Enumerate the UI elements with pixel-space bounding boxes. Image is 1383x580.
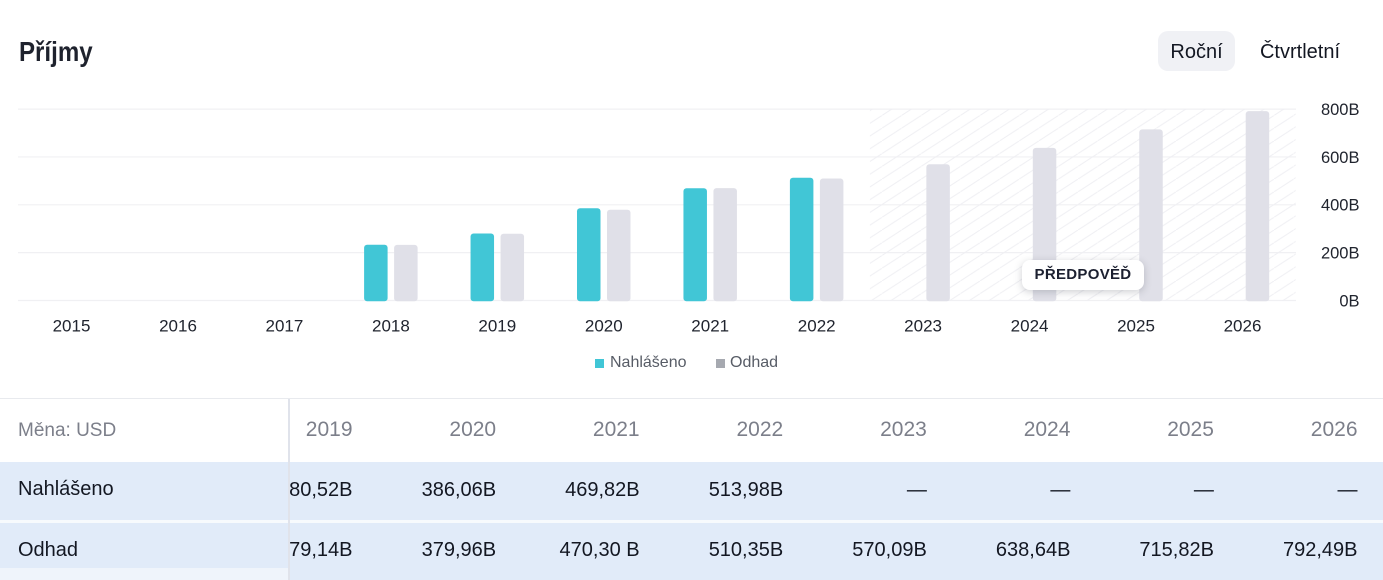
svg-text:2016: 2016 (159, 317, 197, 336)
svg-text:600B: 600B (1321, 149, 1360, 167)
svg-text:0B: 0B (1339, 292, 1359, 310)
svg-text:2025: 2025 (1117, 317, 1155, 336)
svg-text:2015: 2015 (53, 317, 91, 336)
svg-text:800B: 800B (1321, 101, 1360, 119)
svg-text:2019: 2019 (478, 317, 516, 336)
svg-text:2021: 2021 (691, 317, 729, 336)
svg-text:2020: 2020 (585, 317, 623, 336)
svg-text:2026: 2026 (1224, 317, 1262, 336)
svg-text:2022: 2022 (798, 317, 836, 336)
svg-text:2017: 2017 (265, 317, 303, 336)
svg-text:2023: 2023 (904, 317, 942, 336)
svg-text:2024: 2024 (1011, 317, 1049, 336)
svg-text:200B: 200B (1321, 245, 1360, 263)
svg-text:400B: 400B (1321, 197, 1360, 215)
svg-text:2018: 2018 (372, 317, 410, 336)
